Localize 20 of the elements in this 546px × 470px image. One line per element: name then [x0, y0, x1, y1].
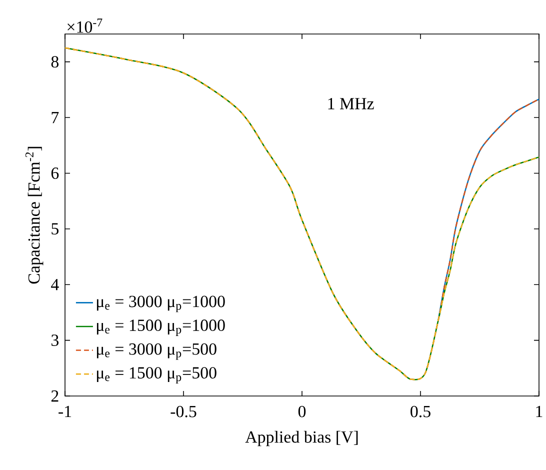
x-tick-label: 0.5: [410, 406, 430, 418]
y-tick-label: 2: [51, 390, 58, 402]
x-tick-label: -0.5: [170, 406, 196, 418]
y-tick-label: 6: [51, 168, 59, 179]
y-tick-label: 3: [52, 334, 59, 346]
x-axis-title: Applied bias [V]: [245, 430, 358, 446]
y-tick-label: 7: [52, 112, 59, 124]
legend-label: μ$_{e}$ = 1500 μ$_{p}$=1000: [96, 320, 225, 336]
x-tick-label: 1: [536, 406, 542, 418]
x-tick-label: 0: [298, 406, 306, 418]
text: ×10$^{-7}$: [68, 18, 102, 33]
y-tick-label: 5: [52, 223, 59, 235]
y-axis-title: Capacitance [Fcm$^{-2}$]: [25, 146, 44, 284]
legend-label: μ$_{e}$ = 1500 μ$_{p}$=500: [96, 367, 216, 384]
legend-label: μ$_{e}$ = 3000 μ$_{p}$=500: [96, 343, 216, 360]
legend-label: μ$_{e}$ = 3000 μ$_{p}$=1000: [96, 296, 225, 312]
annotation: 1 MHz: [328, 98, 374, 110]
y-tick-label: 8: [51, 56, 59, 68]
y-tick-label: 4: [51, 279, 59, 290]
x-tick-label: -1: [58, 406, 72, 418]
